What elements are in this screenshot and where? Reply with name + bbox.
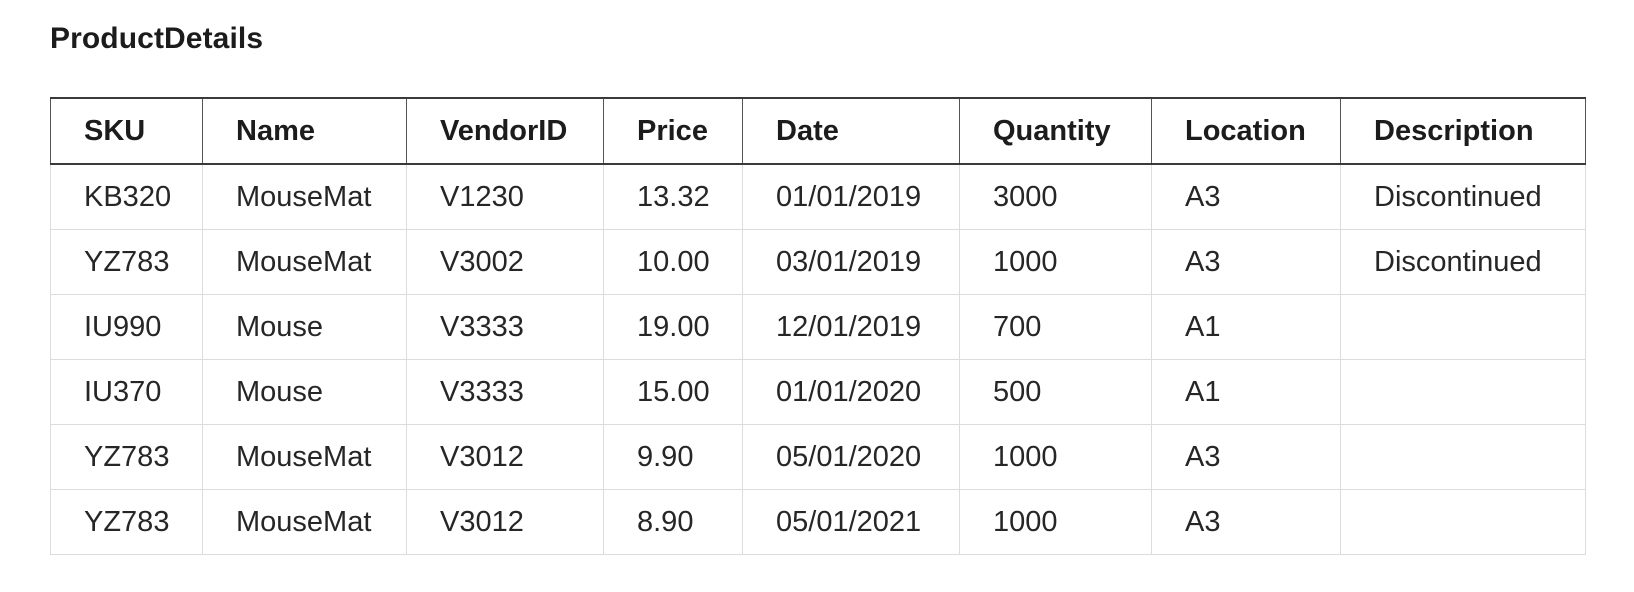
cell-sku: KB320 [50, 163, 203, 230]
column-header-location: Location [1151, 97, 1341, 165]
cell-name: Mouse [202, 359, 407, 425]
cell-price: 13.32 [603, 163, 743, 230]
table-row: IU990 Mouse V3333 19.00 12/01/2019 700 A… [50, 294, 1586, 360]
cell-sku: YZ783 [50, 489, 203, 555]
cell-name: Mouse [202, 294, 407, 360]
cell-price: 19.00 [603, 294, 743, 360]
table-row: YZ783 MouseMat V3002 10.00 03/01/2019 10… [50, 229, 1586, 295]
cell-name: MouseMat [202, 163, 407, 230]
column-header-description: Description [1340, 97, 1586, 165]
column-header-vendorid: VendorID [406, 97, 604, 165]
cell-description [1340, 424, 1586, 490]
cell-name: MouseMat [202, 229, 407, 295]
cell-description [1340, 489, 1586, 555]
cell-date: 01/01/2019 [742, 163, 960, 230]
cell-description: Discontinued [1340, 163, 1586, 230]
cell-quantity: 1000 [959, 424, 1152, 490]
cell-quantity: 700 [959, 294, 1152, 360]
cell-price: 8.90 [603, 489, 743, 555]
column-header-quantity: Quantity [959, 97, 1152, 165]
cell-location: A3 [1151, 489, 1341, 555]
cell-location: A1 [1151, 294, 1341, 360]
cell-date: 01/01/2020 [742, 359, 960, 425]
cell-sku: IU990 [50, 294, 203, 360]
cell-quantity: 1000 [959, 229, 1152, 295]
cell-sku: IU370 [50, 359, 203, 425]
cell-description [1340, 359, 1586, 425]
cell-description [1340, 294, 1586, 360]
cell-location: A3 [1151, 229, 1341, 295]
table-row: YZ783 MouseMat V3012 9.90 05/01/2020 100… [50, 424, 1586, 490]
column-header-price: Price [603, 97, 743, 165]
cell-vendorid: V3012 [406, 424, 604, 490]
cell-name: MouseMat [202, 424, 407, 490]
column-header-date: Date [742, 97, 960, 165]
cell-location: A1 [1151, 359, 1341, 425]
cell-date: 03/01/2019 [742, 229, 960, 295]
column-header-name: Name [202, 97, 407, 165]
cell-location: A3 [1151, 424, 1341, 490]
table-row: IU370 Mouse V3333 15.00 01/01/2020 500 A… [50, 359, 1586, 425]
cell-vendorid: V1230 [406, 163, 604, 230]
cell-price: 15.00 [603, 359, 743, 425]
column-header-sku: SKU [50, 97, 203, 165]
table-title: ProductDetails [50, 22, 264, 55]
cell-quantity: 3000 [959, 163, 1152, 230]
cell-location: A3 [1151, 163, 1341, 230]
cell-quantity: 500 [959, 359, 1152, 425]
cell-vendorid: V3002 [406, 229, 604, 295]
cell-name: MouseMat [202, 489, 407, 555]
product-details-table: SKU Name VendorID Price Date Quantity Lo… [50, 97, 1586, 555]
cell-quantity: 1000 [959, 489, 1152, 555]
table-row: KB320 MouseMat V1230 13.32 01/01/2019 30… [50, 163, 1586, 230]
cell-vendorid: V3333 [406, 359, 604, 425]
cell-description: Discontinued [1340, 229, 1586, 295]
cell-vendorid: V3012 [406, 489, 604, 555]
cell-sku: YZ783 [50, 229, 203, 295]
table-row: YZ783 MouseMat V3012 8.90 05/01/2021 100… [50, 489, 1586, 555]
cell-vendorid: V3333 [406, 294, 604, 360]
cell-date: 12/01/2019 [742, 294, 960, 360]
header-row: SKU Name VendorID Price Date Quantity Lo… [50, 97, 1586, 165]
cell-price: 9.90 [603, 424, 743, 490]
cell-date: 05/01/2020 [742, 424, 960, 490]
cell-sku: YZ783 [50, 424, 203, 490]
cell-price: 10.00 [603, 229, 743, 295]
cell-date: 05/01/2021 [742, 489, 960, 555]
